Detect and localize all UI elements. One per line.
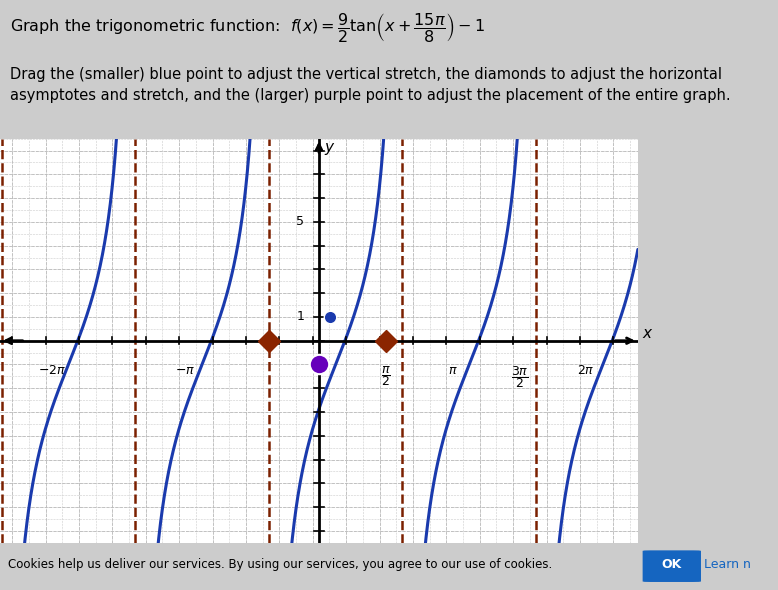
Text: 1: 1 <box>296 310 304 323</box>
Text: 5: 5 <box>296 215 304 228</box>
Text: Cookies help us deliver our services. By using our services, you agree to our us: Cookies help us deliver our services. By… <box>8 558 552 571</box>
Text: Learn n: Learn n <box>704 558 751 571</box>
Text: OK: OK <box>661 558 682 571</box>
FancyBboxPatch shape <box>643 550 701 582</box>
Text: Graph the trigonometric function:  $f(x) = \dfrac{9}{2}\tan\!\left(x + \dfrac{15: Graph the trigonometric function: $f(x) … <box>9 11 485 44</box>
Text: $\pi$: $\pi$ <box>448 365 457 378</box>
Text: $y$: $y$ <box>324 141 335 157</box>
Text: $-\pi$: $-\pi$ <box>175 365 195 378</box>
Text: $x$: $x$ <box>642 326 654 341</box>
Text: $\dfrac{\pi}{2}$: $\dfrac{\pi}{2}$ <box>380 365 391 388</box>
Text: $-2\pi$: $-2\pi$ <box>37 365 66 378</box>
Text: Drag the (smaller) blue point to adjust the vertical stretch, the diamonds to ad: Drag the (smaller) blue point to adjust … <box>9 67 731 103</box>
Text: $\dfrac{3\pi}{2}$: $\dfrac{3\pi}{2}$ <box>510 365 528 391</box>
Text: $2\pi$: $2\pi$ <box>577 365 595 378</box>
